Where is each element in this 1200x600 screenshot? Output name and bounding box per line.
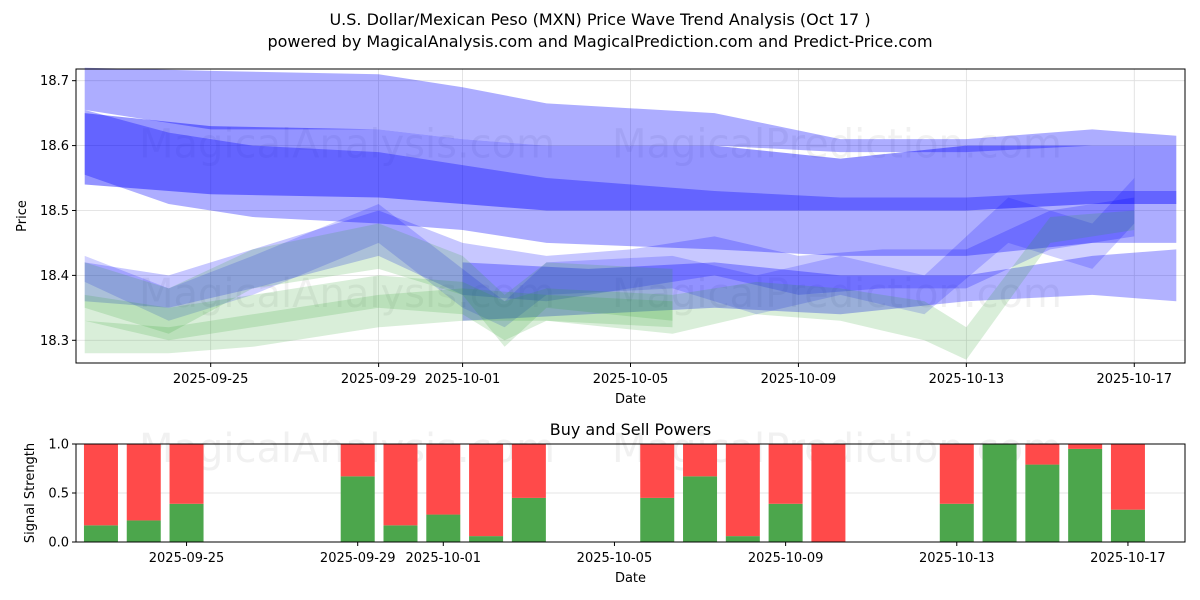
- price-y-label: Price: [15, 200, 30, 232]
- price-wave-panel: MagicalAnalysis.com MagicalPrediction.com…: [15, 67, 1186, 407]
- y-tick-label: 1.0: [48, 438, 69, 453]
- y-tick-label: 18.5: [40, 204, 69, 219]
- chart-subtitle: powered by MagicalAnalysis.com and Magic…: [267, 32, 933, 51]
- sell-bar: [469, 444, 504, 537]
- blue-wave-1: [84, 67, 1177, 153]
- buy-bar: [982, 444, 1017, 542]
- x-tick-label: 2025-10-13: [919, 551, 995, 566]
- green-wave-3: [84, 223, 673, 347]
- sell-bar: [939, 444, 974, 504]
- x-tick-label: 2025-10-09: [748, 551, 824, 566]
- x-tick-label: 2025-10-05: [593, 372, 669, 387]
- signal-x-label: Date: [615, 571, 646, 586]
- buy-bar: [340, 476, 375, 542]
- buy-bar: [640, 497, 675, 542]
- y-tick-label: 0.5: [48, 487, 69, 502]
- buy-bar: [683, 476, 718, 542]
- x-tick-label: 2025-09-29: [320, 551, 396, 566]
- price-y-ticks: 18.3 18.4 18.5 18.6 18.7: [40, 74, 76, 349]
- wave-bands: [84, 67, 1177, 360]
- sell-bar: [640, 444, 675, 498]
- sell-bar: [511, 444, 546, 498]
- signal-title: Buy and Sell Powers: [550, 420, 712, 439]
- signal-panel: Buy and Sell Powers MagicalAnalysis.comM…: [23, 420, 1186, 586]
- buy-bar: [511, 497, 546, 542]
- x-tick-label: 2025-10-17: [1096, 372, 1172, 387]
- y-tick-label: 0.0: [48, 536, 69, 551]
- buy-bar: [1068, 448, 1103, 542]
- watermark-text: MagicalPrediction.com: [612, 271, 1062, 317]
- x-tick-label: 2025-10-01: [406, 551, 482, 566]
- y-tick-label: 18.3: [40, 334, 69, 349]
- x-tick-label: 2025-10-01: [425, 372, 501, 387]
- buy-bar: [725, 536, 760, 542]
- sell-bar: [383, 444, 418, 526]
- blue-wave-6: [462, 249, 1177, 321]
- buy-bar: [169, 503, 204, 542]
- sell-bar: [1068, 444, 1103, 449]
- buy-bar: [1025, 464, 1060, 542]
- signal-y-ticks: 0.0 0.5 1.0: [48, 438, 76, 551]
- sell-bar: [1025, 444, 1060, 465]
- green-wave-1: [84, 210, 1135, 360]
- signal-x-ticks: 2025-09-25 2025-09-29 2025-10-01 2025-10-05…: [149, 542, 1166, 566]
- sell-bar: [340, 444, 375, 477]
- green-wave-2: [84, 288, 673, 354]
- sell-bar: [1110, 444, 1145, 510]
- y-tick-label: 18.4: [40, 269, 69, 284]
- chart-title: U.S. Dollar/Mexican Peso (MXN) Price Wav…: [329, 10, 871, 29]
- buy-bar: [469, 536, 504, 542]
- price-grid: [76, 69, 1185, 363]
- buy-bar: [383, 525, 418, 542]
- blue-wave-4: [84, 197, 1135, 308]
- x-tick-label: 2025-09-29: [341, 372, 417, 387]
- sell-bar: [725, 444, 760, 537]
- price-x-ticks: 2025-09-25 2025-09-29 2025-10-01 2025-10-05…: [173, 363, 1172, 387]
- x-tick-label: 2025-10-13: [929, 372, 1005, 387]
- sell-bar: [426, 444, 461, 515]
- sell-bar: [683, 444, 718, 477]
- buy-bar: [126, 520, 161, 542]
- price-x-label: Date: [615, 392, 646, 407]
- x-tick-label: 2025-10-05: [577, 551, 653, 566]
- buy-bar: [83, 525, 118, 542]
- sell-bar: [169, 444, 204, 504]
- x-tick-label: 2025-10-17: [1090, 551, 1166, 566]
- signal-y-label: Signal Strength: [23, 443, 38, 543]
- blue-wave-2: [84, 113, 1177, 211]
- sell-bar: [768, 444, 803, 504]
- watermark-text: MagicalAnalysis.com: [139, 122, 555, 168]
- sell-bar: [126, 444, 161, 521]
- blue-wave-5: [84, 178, 1135, 328]
- y-tick-label: 18.7: [40, 74, 69, 89]
- signal-bars: [83, 444, 1145, 542]
- x-tick-label: 2025-09-25: [149, 551, 225, 566]
- watermark-text: MagicalPrediction.com: [612, 122, 1062, 168]
- watermark-text: MagicalAnalysis.com: [139, 271, 555, 317]
- blue-wave-3: [84, 109, 1177, 256]
- buy-bar: [426, 514, 461, 542]
- y-tick-label: 18.6: [40, 139, 69, 154]
- sell-bar: [811, 444, 846, 542]
- buy-bar: [939, 503, 974, 542]
- x-tick-label: 2025-09-25: [173, 372, 249, 387]
- watermark-layer: MagicalAnalysis.com MagicalPrediction.com…: [139, 122, 1062, 317]
- buy-bar: [1110, 509, 1145, 542]
- x-tick-label: 2025-10-09: [761, 372, 837, 387]
- sell-bar: [83, 444, 118, 526]
- buy-bar: [768, 503, 803, 542]
